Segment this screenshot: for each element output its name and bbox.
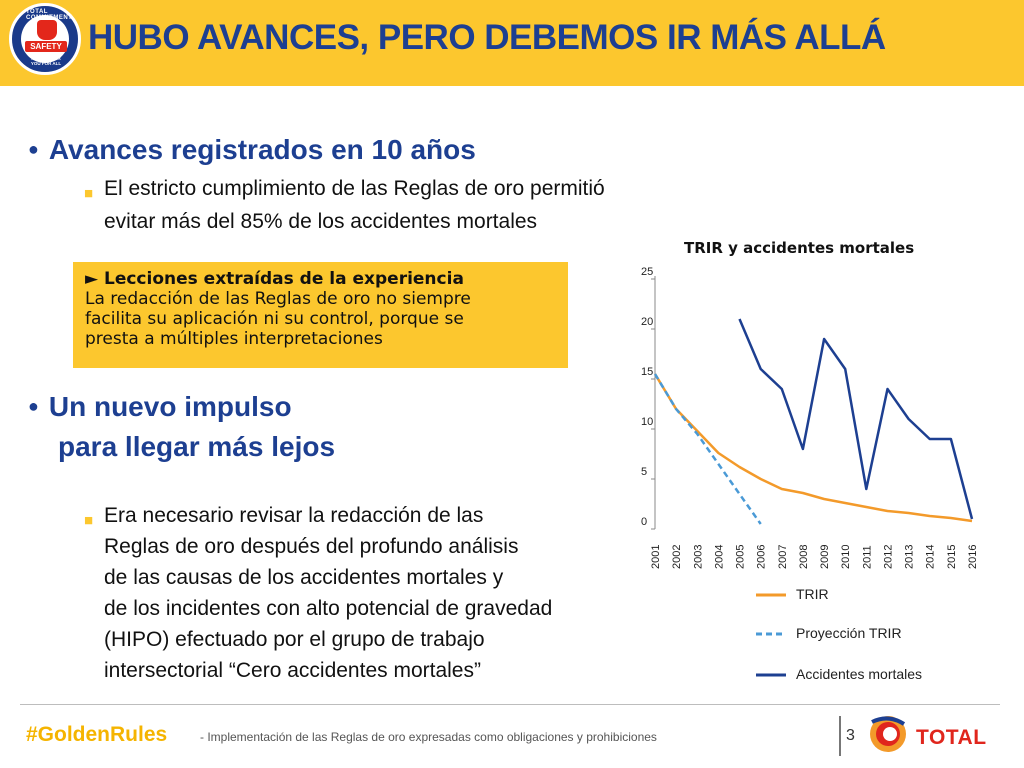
y-tick-label: 15 (641, 366, 653, 378)
section2-bullet: ● Un nuevo impulso (28, 391, 292, 423)
page-title: HUBO AVANCES, PERO DEBEMOS IR MÁS ALLÁ (88, 18, 886, 57)
x-tick-label: 2008 (798, 545, 810, 569)
x-tick-label: 2010 (840, 545, 852, 569)
section2-bullet-line1: Un nuevo impulso (48, 391, 292, 422)
legend-label: Accidentes mortales (796, 666, 922, 682)
section1-bullet-text: Avances registrados en 10 años (48, 134, 476, 165)
bullet-dot-icon: ● (28, 139, 39, 159)
x-tick-label: 2001 (650, 545, 662, 569)
bullet-dot-icon: ● (28, 396, 39, 416)
x-tick-label: 2013 (904, 545, 916, 569)
chart-title: TRIR y accidentes mortales (684, 239, 915, 257)
section2-line: Reglas de oro después del profundo análi… (104, 535, 519, 558)
section2-line: intersectorial “Cero accidentes mortales… (104, 659, 481, 682)
logo-bottom-text: FOR ME, FOR YOU FOR ALL (30, 56, 62, 66)
x-tick-label: 2002 (671, 545, 683, 569)
y-tick-label: 10 (641, 416, 653, 428)
lessons-line2: facilita su aplicación ni su control, po… (85, 309, 464, 329)
y-tick-label: 0 (641, 516, 647, 528)
x-tick-label: 2006 (756, 545, 768, 569)
section1-bullet: ● Avances registrados en 10 años (28, 134, 476, 166)
x-tick-label: 2016 (967, 545, 979, 569)
series-line-trir (653, 373, 973, 523)
page-number: 3 (846, 727, 855, 744)
x-tick-label: 2009 (819, 545, 831, 569)
section1-item-line2: evitar más del 85% de los accidentes mor… (104, 210, 538, 233)
logo-safety-label: SAFETY (25, 41, 67, 52)
lessons-line3: presta a múltiples interpretaciones (85, 329, 383, 349)
footer-divider (20, 704, 1000, 705)
trir-chart: 0 5 10 15 20 25 2001 2002 2003 2004 2005 2006 2007 20… (641, 266, 979, 682)
x-tick-label: 2003 (692, 545, 704, 569)
x-tick-label: 2005 (735, 545, 747, 569)
legend-label: TRIR (796, 586, 829, 602)
lessons-content: ► Lecciones extraídas de la experiencia … (85, 269, 471, 349)
y-tick-label: 5 (641, 466, 647, 478)
legend-label: Proyección TRIR (796, 625, 902, 641)
section2-item: ■ Era necesario revisar la redacción de … (84, 500, 553, 686)
x-tick-label: 2015 (946, 545, 958, 569)
golden-rules-hashtag: #GoldenRules (26, 723, 168, 746)
lessons-title: ► Lecciones extraídas de la experiencia (85, 269, 464, 289)
series-line-accidentes-mortales (738, 318, 974, 520)
square-bullet-icon: ■ (84, 185, 94, 202)
square-bullet-icon: ■ (84, 512, 94, 529)
section1-item: ■ El estricto cumplimiento de las Reglas… (84, 174, 605, 236)
x-tick-label: 2012 (882, 545, 894, 569)
total-brand-text: TOTAL (916, 726, 987, 749)
section2-line: de los incidentes con alto potencial de … (104, 597, 553, 620)
section1-item-line1: El estricto cumplimiento de las Reglas d… (104, 177, 605, 200)
y-tick-label: 20 (641, 316, 653, 328)
footer-vertical-bar (839, 716, 841, 756)
lessons-box: ► Lecciones extraídas de la experiencia … (73, 262, 568, 368)
x-tick-label: 2014 (925, 545, 937, 569)
x-tick-label: 2011 (861, 545, 873, 569)
x-tick-label: 2004 (713, 545, 725, 569)
safety-logo: TOTAL COMMITMENT SAFETY FOR ME, FOR YOU … (9, 3, 81, 75)
section2-line: de las causas de los accidentes mortales… (104, 566, 504, 589)
section2-bullet-line2: para llegar más lejos (58, 431, 336, 462)
series-line-proyección-trir (653, 373, 762, 525)
section2-line: (HIPO) efectuado por el grupo de trabajo (104, 628, 485, 651)
section2-line: Era necesario revisar la redacción de la… (104, 504, 484, 527)
header-bar: TOTAL COMMITMENT SAFETY FOR ME, FOR YOU … (0, 0, 1024, 86)
footer-subtitle: - Implementación de las Reglas de oro ex… (200, 730, 657, 744)
hand-icon (37, 20, 57, 40)
total-logo-icon (870, 716, 906, 752)
x-tick-label: 2007 (777, 545, 789, 569)
lessons-line1: La redacción de las Reglas de oro no sie… (85, 289, 471, 309)
y-tick-label: 25 (641, 266, 653, 278)
